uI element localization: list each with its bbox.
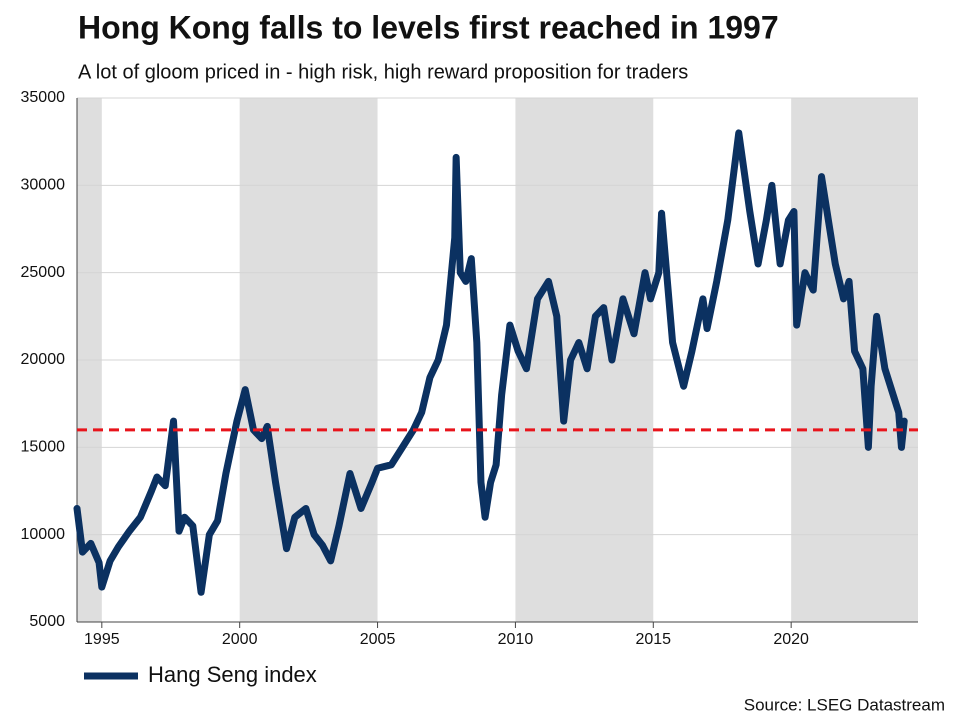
x-tick-label: 2005 [360, 631, 396, 648]
x-tick-label: 2020 [773, 631, 809, 648]
y-tick-label: 5000 [29, 613, 65, 630]
x-tick-label: 2015 [635, 631, 671, 648]
y-tick-label: 15000 [21, 439, 66, 456]
y-tick-label: 25000 [21, 264, 66, 281]
y-tick-label: 10000 [21, 526, 66, 543]
source: Source: LSEG Datastream [744, 695, 945, 714]
y-tick-label: 35000 [21, 89, 66, 106]
x-tick-label: 2010 [498, 631, 534, 648]
legend-label: Hang Seng index [148, 662, 317, 687]
x-tick-label: 1995 [84, 631, 120, 648]
chart-title: Hong Kong falls to levels first reached … [78, 9, 779, 45]
x-tick-label: 2000 [222, 631, 258, 648]
line-series [73, 129, 908, 596]
y-tick-label: 30000 [21, 177, 66, 194]
y-tick-label: 20000 [21, 351, 66, 368]
chart-subtitle: A lot of gloom priced in - high risk, hi… [78, 61, 688, 83]
